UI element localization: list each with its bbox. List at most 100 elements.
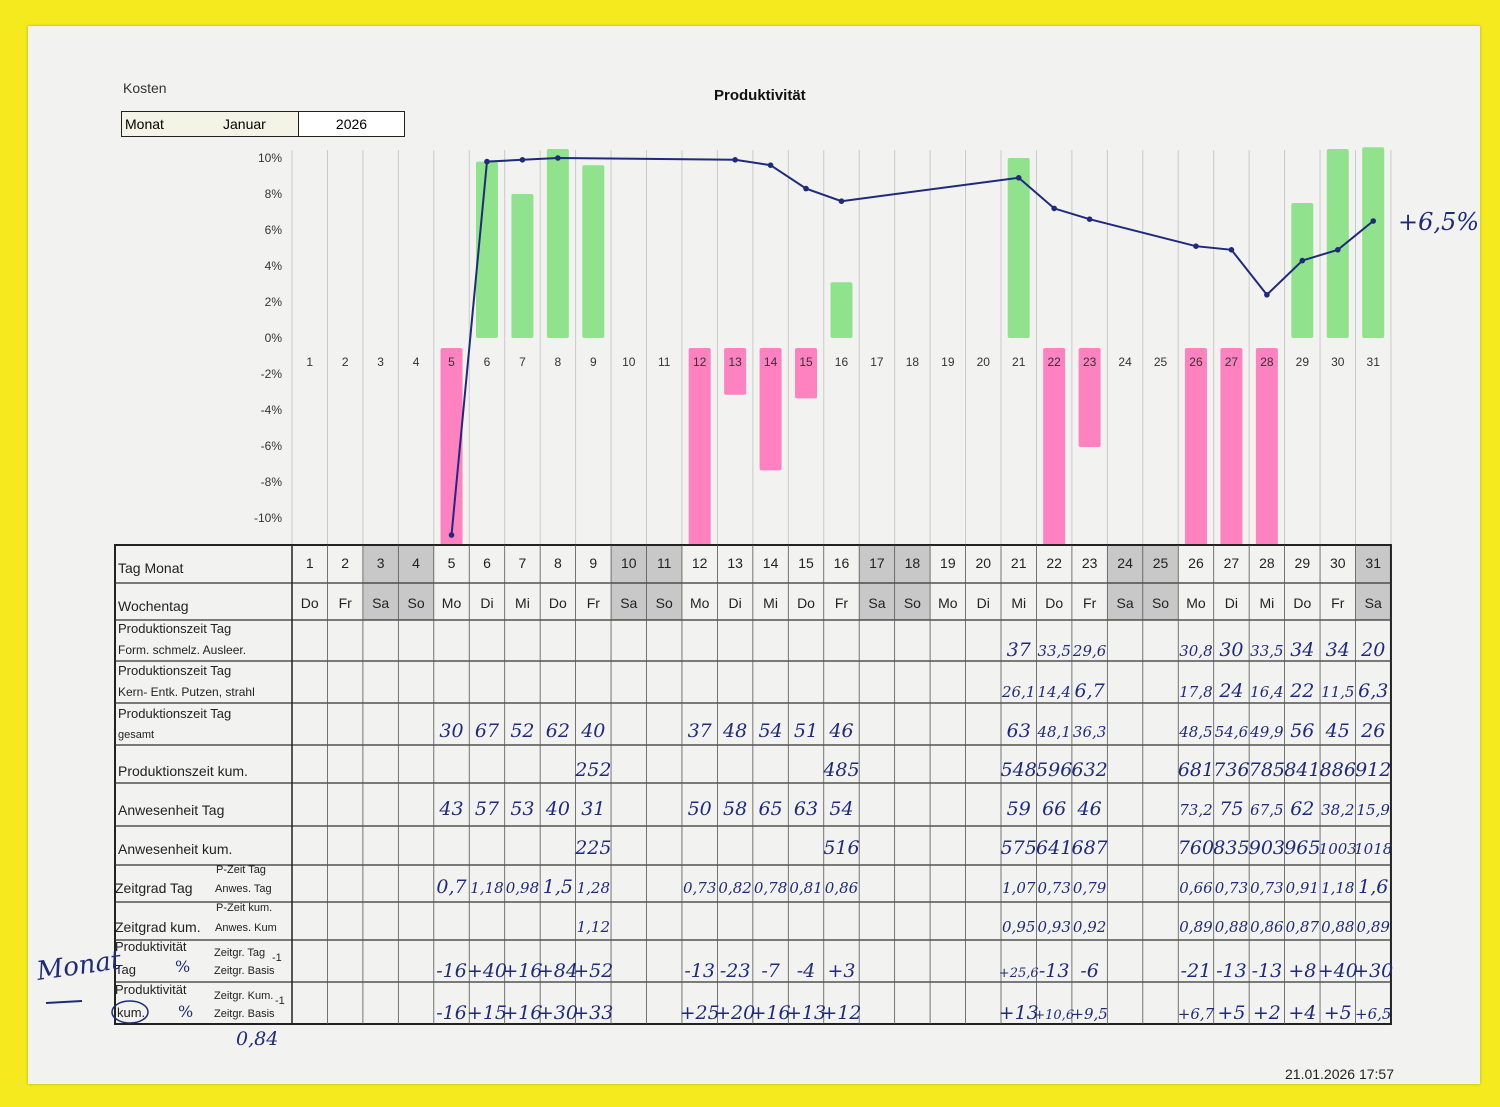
x-tick-label: 18 [906,355,920,369]
cell-value: 24 [1218,680,1243,702]
row-header: Kern- Entk. Putzen, strahl [118,685,255,699]
x-tick-label: 15 [799,355,813,369]
chart-bar [724,348,747,395]
month-value: Januar [173,112,298,136]
cell-value: 52 [510,720,534,742]
chart-bar [1220,348,1243,546]
line-point [519,157,526,163]
cell-value: 40 [580,720,605,742]
cell-value: +16 [502,1002,542,1024]
chart-bar [1255,348,1278,546]
kosten-label: Kosten [123,80,167,96]
line-point [1228,247,1235,253]
cell-value: 48 [722,720,747,742]
day-number: 31 [1365,555,1381,571]
weekday: Sa [1365,595,1382,611]
cell-value: 835 [1213,837,1249,859]
cell-value: 16,4 [1250,683,1283,701]
row-header: Tag [115,962,136,977]
cell-value: 965 [1284,837,1320,859]
cell-value: 38,2 [1321,801,1354,819]
day-number: 14 [763,555,779,571]
cell-value: 48,5 [1178,723,1212,741]
cell-value: +6,7 [1178,1005,1215,1023]
cell-value: 0,73 [1037,879,1070,897]
weekday: Mo [1186,595,1206,611]
cell-value: +30 [538,1002,578,1024]
day-number: 30 [1330,555,1346,571]
cell-value: +20 [715,1002,755,1024]
year-value: 2026 [298,112,404,136]
cell-value: -13 [1039,960,1070,982]
cell-value: 36,3 [1073,723,1106,741]
day-number: 11 [657,555,672,571]
weekday: So [1152,595,1169,611]
y-tick-label: -10% [254,511,282,525]
cell-value: 0,88 [1321,918,1354,936]
cell-value: 0,95 [1002,918,1035,936]
weekday: Fr [587,595,601,611]
weekday: Di [480,595,493,611]
day-number: 22 [1046,555,1062,571]
x-tick-label: 9 [590,355,597,369]
y-tick-label: 8% [265,187,283,201]
weekday: Do [797,595,815,611]
side-note-underline [45,1000,83,1004]
day-number: 28 [1259,555,1275,571]
cell-value: 760 [1178,837,1214,859]
x-tick-label: 20 [977,355,991,369]
cell-value: 57 [475,798,500,820]
chart-bar [475,161,498,338]
x-tick-label: 19 [941,355,955,369]
cell-value: 67 [475,720,500,742]
row-header: Anwesenheit kum. [118,841,232,857]
weekday: Do [1293,595,1311,611]
weekday: Mi [763,595,778,611]
line-point [1299,257,1306,264]
x-tick-label: 6 [484,355,491,369]
cell-value: +5 [1324,1002,1352,1024]
cell-value: 886 [1320,759,1356,781]
weekday: So [408,595,425,611]
day-number: 25 [1153,555,1169,571]
row-header: Produktivität [115,982,187,997]
cell-value: 34 [1290,639,1314,661]
weekday: Fr [835,595,849,611]
day-number: 21 [1011,555,1027,571]
line-point [767,162,774,168]
x-tick-label: 16 [835,355,849,369]
cell-value: 15,9 [1357,801,1391,819]
cell-value: +16 [751,1002,791,1024]
cell-value: -4 [797,960,816,982]
cell-value: 1,18 [1321,879,1354,897]
cell-value: 26,1 [1001,683,1035,701]
x-tick-label: 30 [1331,355,1345,369]
x-tick-label: 26 [1189,355,1203,369]
cell-value: 62 [1290,798,1314,820]
cell-value: 252 [574,759,611,781]
x-tick-label: 31 [1367,355,1381,369]
cell-value: +84 [538,960,578,982]
cell-value: 65 [758,798,782,820]
chart-bar [759,348,782,471]
cell-value: 0,73 [1250,879,1283,897]
weekday: Do [301,595,319,611]
cell-value: 1,6 [1358,876,1388,898]
cell-value: 30,8 [1179,642,1212,660]
cell-value: 54,6 [1215,723,1249,741]
x-tick-label: 1 [306,355,313,369]
cell-value: 0,89 [1357,918,1391,936]
x-tick-label: 29 [1296,355,1310,369]
cell-value: +8 [1288,960,1316,982]
day-number: 17 [869,555,885,571]
x-tick-label: 11 [658,355,671,369]
cell-value: 548 [1001,759,1037,781]
line-point [1370,218,1377,224]
cell-value: +40 [467,960,507,982]
y-tick-label: 4% [265,259,283,273]
cell-value: 0,92 [1073,918,1106,936]
cell-value: +9,5 [1071,1005,1107,1023]
x-tick-label: 14 [764,355,778,369]
cell-value: 37 [688,720,713,742]
x-tick-label: 5 [448,355,455,369]
